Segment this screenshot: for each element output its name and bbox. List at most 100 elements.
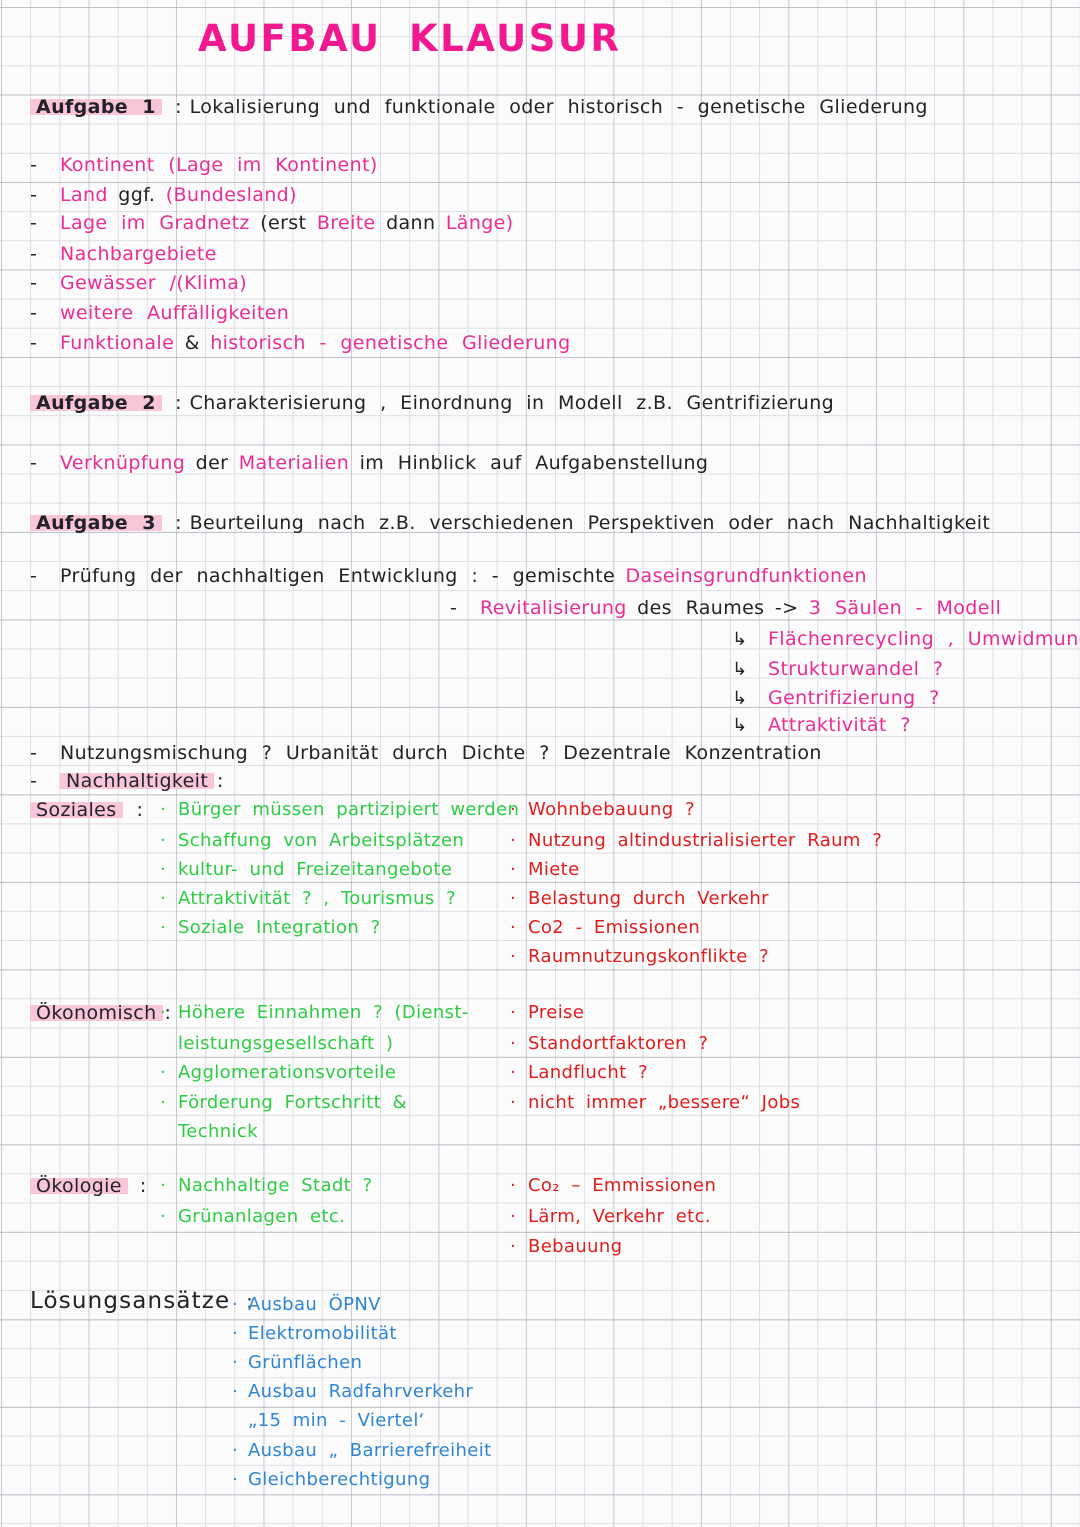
a3-subarrow-line: ↳ Flächenrecycling , Umwidmung ? (732, 626, 1080, 653)
item-text: Bürger müssen partizipiert werden (178, 799, 520, 820)
a3-subarrow-text: Gentrifizierung ? (768, 687, 940, 709)
bullet-dash: - (30, 184, 38, 206)
aufgabe3-label: Aufgabe 3 (30, 512, 162, 534)
a1-bullet-kontinent: - Kontinent (Lage im Kontinent) (30, 152, 378, 178)
a3-revital-line: - Revitalisierung des Raumes -> 3 Säulen - M… (450, 595, 1001, 621)
item-text: Elektromobilität (248, 1323, 397, 1344)
a3-subarrow-line: ↳ Strukturwandel ? (732, 656, 943, 683)
aufgabe1-colon: : (175, 96, 182, 118)
item-text: Raumnutzungskonflikte ? (528, 946, 770, 967)
item-text: Co2 - Emissionen (528, 917, 701, 938)
item-text: Förderung Fortschritt & (178, 1092, 407, 1113)
oekonomisch-green-item: Technick (160, 1119, 258, 1145)
a1-bullet-text: weitere Auffälligkeiten (60, 302, 290, 324)
item-text: Bebauung (528, 1236, 623, 1257)
bullet-dash: - (30, 452, 38, 474)
a1-bullet-text: Breite (316, 212, 376, 234)
bullet-dash: - (450, 597, 458, 619)
item-text: Wohnbebauung ? (528, 799, 695, 820)
item-text: Ausbau Radfahrverkehr (248, 1381, 474, 1402)
oekonomisch-green-item: leistungsgesellschaft ) (160, 1031, 393, 1057)
a1-bullet-text: & (184, 332, 200, 354)
a1-bullet-text: Funktionale (60, 332, 175, 354)
bullet-dot: · (510, 859, 517, 880)
branch-arrow-icon: ↳ (732, 629, 748, 650)
a3-pruefung-keyword: Daseinsgrundfunktionen (625, 565, 867, 587)
a3-pruefung-text: Prüfung der nachhaltigen Entwicklung : -… (60, 565, 616, 587)
soziales-red-item: · Wohnbebauung ? (510, 797, 695, 823)
a1-bullet-text: ggf. (118, 184, 156, 206)
bullet-dot: · (510, 1002, 517, 1023)
loesungen-item: · Ausbau Radfahrverkehr (232, 1379, 473, 1405)
loesungen-item: · Grünflächen (232, 1350, 362, 1376)
bullet-dot: · (232, 1469, 239, 1490)
bullet-dot: · (160, 1062, 167, 1083)
item-text: Soziale Integration ? (178, 917, 381, 938)
soziales-label: Soziales (30, 799, 123, 821)
item-text: Standortfaktoren ? (528, 1033, 709, 1054)
loesungen-item: „15 min - Viertel‘ (232, 1408, 425, 1434)
bullet-dot: · (160, 859, 167, 880)
item-text: nicht immer „bessere“ Jobs (528, 1092, 801, 1113)
a1-bullet-text: historisch - genetische Gliederung (210, 332, 571, 354)
a1-bullet-gradnetz: - Lage im Gradnetz (erst Breite dann Länge) (30, 210, 514, 236)
aufgabe1-desc: Lokalisierung und funktionale oder histo… (189, 96, 928, 118)
bullet-dash: - (30, 742, 38, 764)
bullet-dot: · (510, 917, 517, 938)
item-text: Höhere Einnahmen ? (Dienst- (178, 1002, 469, 1023)
soziales-red-item: · Raumnutzungskonflikte ? (510, 944, 769, 970)
page-title: AUFBAU KLAUSUR (198, 17, 622, 60)
a3-subarrow-text: Flächenrecycling , Umwidmung ? (768, 628, 1080, 650)
oekonomisch-red-item: · Landflucht ? (510, 1060, 648, 1086)
soziales-green-item: · Schaffung von Arbeitsplätzen (160, 828, 464, 854)
loesungen-label: Lösungsansätze (30, 1288, 231, 1314)
oekologie-green-item: · Grünanlagen etc. (160, 1204, 345, 1230)
nachhaltigkeit-colon: : (217, 770, 224, 792)
a1-bullet-auffaelligkeiten: - weitere Auffälligkeiten (30, 300, 289, 326)
a3-subarrow-line: ↳ Attraktivität ? (732, 712, 911, 739)
soziales-colon: : (136, 799, 144, 821)
a1-bullet-text: Länge) (445, 212, 514, 234)
item-text: Co₂ – Emmissionen (528, 1175, 717, 1196)
bullet-dash: - (30, 154, 38, 176)
aufgabe3-colon: : (175, 512, 182, 534)
a3-subarrow-line: ↳ Gentrifizierung ? (732, 685, 940, 712)
a2-bullet-text: der (195, 452, 229, 474)
a3-nutzung-text: Nutzungsmischung ? Urbanität durch Dicht… (60, 742, 822, 764)
aufgabe2-desc: Charakterisierung , Einordnung in Modell… (189, 392, 835, 414)
item-text: „15 min - Viertel‘ (248, 1410, 425, 1431)
bullet-dot: · (510, 1092, 517, 1113)
a1-bullet-gewaesser: - Gewässer /(Klima) (30, 270, 247, 296)
bullet-dot: · (510, 1236, 517, 1257)
soziales-green-item: · Attraktivität ? , Tourismus ? (160, 886, 456, 912)
soziales-green-item: · Bürger müssen partizipiert werden (160, 797, 519, 823)
item-text: Grünflächen (248, 1352, 363, 1373)
soziales-label-line: Soziales: (30, 797, 151, 823)
bullet-dot: · (232, 1440, 239, 1461)
loesungen-colon: : (246, 1291, 254, 1313)
a1-bullet-funktionale: - Funktionale & historisch - genetische Gli… (30, 330, 571, 356)
item-text: Ausbau ÖPNV (248, 1294, 381, 1315)
bullet-dot: · (232, 1323, 239, 1344)
item-text: Preise (528, 1002, 585, 1023)
soziales-green-item: · kultur- und Freizeitangebote (160, 857, 452, 883)
bullet-dash: - (30, 302, 38, 324)
item-text: Agglomerationsvorteile (178, 1062, 397, 1083)
loesungen-label-line: Lösungsansätze: (30, 1288, 261, 1315)
item-text: Belastung durch Verkehr (528, 888, 769, 909)
a1-bullet-text: (erst (260, 212, 307, 234)
a3-revital-keyword: Revitalisierung (480, 597, 627, 619)
bullet-dot: · (510, 1175, 517, 1196)
bullet-dot: · (160, 830, 167, 851)
item-text: Ausbau „ Barrierefreiheit (248, 1440, 492, 1461)
bullet-dot: · (160, 1206, 167, 1227)
soziales-green-item: · Soziale Integration ? (160, 915, 381, 941)
a1-bullet-text: Nachbargebiete (60, 243, 217, 265)
item-text: leistungsgesellschaft ) (178, 1033, 394, 1054)
a2-bullet-text: Materialien (238, 452, 350, 474)
bullet-dash: - (30, 332, 38, 354)
item-text: Technick (178, 1121, 258, 1142)
bullet-dot: · (232, 1294, 239, 1315)
a3-subarrow-text: Strukturwandel ? (768, 658, 944, 680)
bullet-dot: · (510, 1206, 517, 1227)
